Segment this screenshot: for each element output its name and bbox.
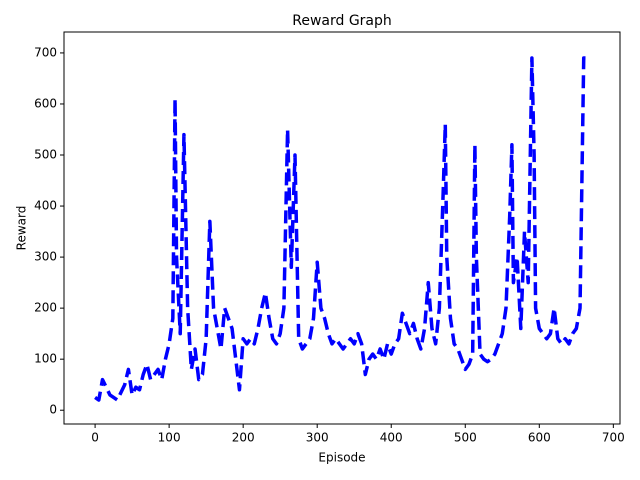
plot-frame xyxy=(63,31,621,425)
y-tick-label: 600 xyxy=(34,96,57,110)
x-axis-label: Episode xyxy=(318,451,365,465)
chart-title: Reward Graph xyxy=(292,13,392,29)
x-tick-label: 100 xyxy=(158,431,181,445)
y-tick-label: 700 xyxy=(34,45,57,59)
data-line xyxy=(94,56,587,402)
y-tick-label: 100 xyxy=(34,352,57,366)
x-tick-label: 700 xyxy=(602,431,625,445)
y-tick-label: 0 xyxy=(49,403,57,417)
y-tick-label: 300 xyxy=(34,250,57,264)
y-tick-label: 500 xyxy=(34,148,57,162)
x-tick-label: 400 xyxy=(380,431,403,445)
x-tick-label: 300 xyxy=(306,431,329,445)
x-tick-label: 600 xyxy=(528,431,551,445)
x-tick-label: 0 xyxy=(91,431,99,445)
y-tick-label: 200 xyxy=(34,301,57,315)
x-tick-label: 200 xyxy=(232,431,255,445)
y-axis-label: Reward xyxy=(15,206,29,251)
x-tick-label: 500 xyxy=(454,431,477,445)
y-tick-label: 400 xyxy=(34,199,57,213)
